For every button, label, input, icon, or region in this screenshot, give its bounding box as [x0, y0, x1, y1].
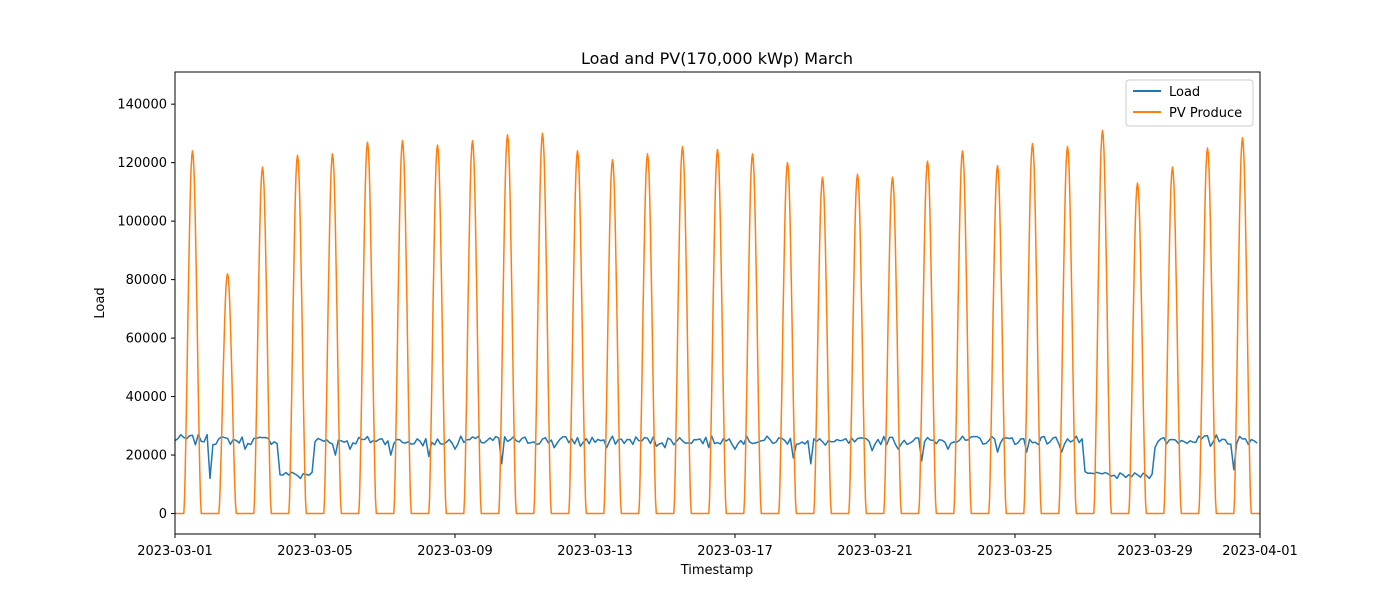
y-tick-label: 0	[159, 507, 167, 522]
series-line-pv-produce	[174, 129, 1261, 515]
x-tick-label: 2023-03-29	[1117, 544, 1193, 559]
y-tick-label: 140000	[117, 98, 167, 113]
x-tick-label: 2023-03-21	[837, 544, 913, 559]
x-tick-label: 2023-04-01	[1222, 544, 1298, 559]
legend-label-load: Load	[1169, 85, 1200, 100]
chart-title: Load and PV(170,000 kWp) March	[581, 49, 853, 68]
x-tick-label: 2023-03-25	[977, 544, 1053, 559]
x-tick-label: 2023-03-05	[277, 544, 353, 559]
x-tick-label: 2023-03-09	[417, 544, 493, 559]
x-tick-label: 2023-03-17	[697, 544, 773, 559]
series-layer	[174, 129, 1261, 515]
legend-label-pv: PV Produce	[1169, 106, 1242, 121]
x-tick-label: 2023-03-13	[557, 544, 633, 559]
y-tick-label: 60000	[126, 332, 167, 347]
y-tick-label: 80000	[126, 273, 167, 288]
x-axis: 2023-03-01 2023-03-05 2023-03-09 2023-03-13…	[137, 534, 1298, 559]
series-line-load	[174, 433, 1258, 480]
y-tick-label: 100000	[117, 215, 167, 230]
y-axis: 0 20000 40000 60000 80000 100000 120000 140000	[117, 98, 175, 522]
x-tick-label: 2023-03-01	[137, 544, 213, 559]
x-axis-label: Timestamp	[680, 563, 754, 578]
y-tick-label: 40000	[126, 390, 167, 405]
y-tick-label: 120000	[117, 156, 167, 171]
plot-frame	[174, 71, 1261, 535]
y-axis-label: Load	[93, 287, 108, 318]
y-tick-label: 20000	[126, 449, 167, 464]
legend: Load PV Produce	[1125, 79, 1254, 127]
